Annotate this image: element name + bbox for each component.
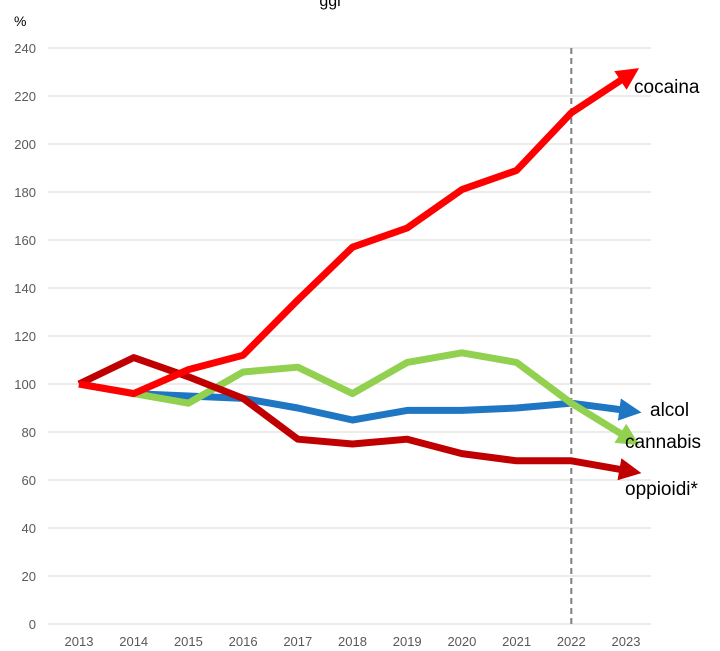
x-tick-label: 2015 bbox=[174, 634, 203, 649]
y-tick-label: 0 bbox=[29, 617, 36, 632]
y-tick-label: 220 bbox=[14, 89, 36, 104]
x-tick-label: 2023 bbox=[612, 634, 641, 649]
y-axis-ticks: 0 20 40 60 80 100 120 140 160 180 200 220 240 bbox=[14, 41, 36, 632]
y-tick-label: 40 bbox=[22, 521, 36, 536]
chart-title: ggi bbox=[319, 0, 340, 10]
series-line-alcol bbox=[79, 384, 626, 420]
x-tick-label: 2013 bbox=[65, 634, 94, 649]
series-label-cannabis: cannabis bbox=[625, 432, 701, 453]
x-tick-label: 2022 bbox=[557, 634, 586, 649]
y-tick-label: 120 bbox=[14, 329, 36, 344]
y-tick-label: 60 bbox=[22, 473, 36, 488]
series-label-oppioidi: oppioidi* bbox=[625, 479, 698, 500]
y-tick-label: 80 bbox=[22, 425, 36, 440]
y-tick-label: 100 bbox=[14, 377, 36, 392]
x-tick-label: 2020 bbox=[447, 634, 476, 649]
series-line-cocaina bbox=[79, 77, 626, 394]
series-label-alcol: alcol bbox=[650, 400, 689, 421]
x-tick-label: 2017 bbox=[283, 634, 312, 649]
x-axis-ticks: 2013 2014 2015 2016 2017 2018 2019 2020 2021 2022… bbox=[65, 634, 641, 649]
y-tick-label: 200 bbox=[14, 137, 36, 152]
x-tick-label: 2021 bbox=[502, 634, 531, 649]
y-tick-label: 160 bbox=[14, 233, 36, 248]
y-tick-label: 240 bbox=[14, 41, 36, 56]
gridlines bbox=[48, 48, 651, 624]
series-label-cocaina: cocaina bbox=[634, 77, 700, 98]
y-tick-label: 20 bbox=[22, 569, 36, 584]
x-tick-label: 2016 bbox=[229, 634, 258, 649]
y-axis-label: % bbox=[14, 13, 26, 29]
series-group bbox=[79, 77, 626, 471]
x-tick-label: 2014 bbox=[119, 634, 148, 649]
series-line-oppioidi bbox=[79, 358, 626, 471]
x-tick-label: 2018 bbox=[338, 634, 367, 649]
y-tick-label: 180 bbox=[14, 185, 36, 200]
x-tick-label: 2019 bbox=[393, 634, 422, 649]
y-tick-label: 140 bbox=[14, 281, 36, 296]
